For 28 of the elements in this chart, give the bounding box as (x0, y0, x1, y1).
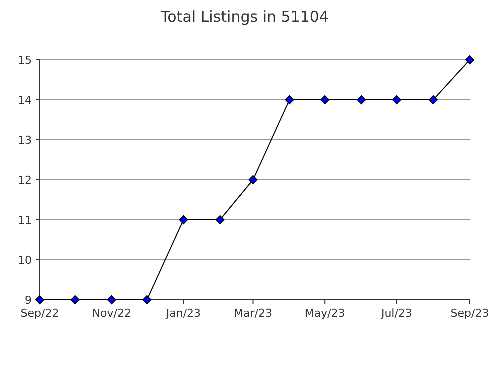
x-tick-label: Jul/23 (380, 307, 412, 320)
point (466, 56, 474, 64)
x-tick-label: May/23 (304, 307, 346, 320)
point (107, 296, 116, 304)
point (392, 96, 402, 104)
x-tick-label: Sep/23 (450, 307, 490, 320)
y-tick-label: 14 (18, 94, 32, 107)
point (36, 296, 44, 304)
point (357, 96, 366, 104)
x-tick-label: Jan/23 (165, 307, 202, 320)
y-tick-label: 15 (18, 54, 32, 67)
chart-title: Total Listings in 51104 (160, 8, 329, 26)
point (285, 96, 294, 104)
point (320, 96, 330, 104)
point (248, 176, 258, 184)
point (70, 296, 80, 304)
point (216, 216, 225, 224)
y-tick-label: 9 (25, 294, 32, 307)
point (142, 296, 152, 304)
x-tick-label: Sep/22 (20, 307, 60, 320)
y-tick-label: 11 (18, 214, 32, 227)
y-tick-label: 10 (18, 254, 32, 267)
point (179, 216, 188, 224)
y-tick-label: 12 (18, 174, 32, 187)
x-tick-label: Mar/23 (234, 307, 272, 320)
point (428, 96, 438, 104)
y-tick-label: 13 (18, 134, 32, 147)
x-tick-label: Nov/22 (92, 307, 132, 320)
